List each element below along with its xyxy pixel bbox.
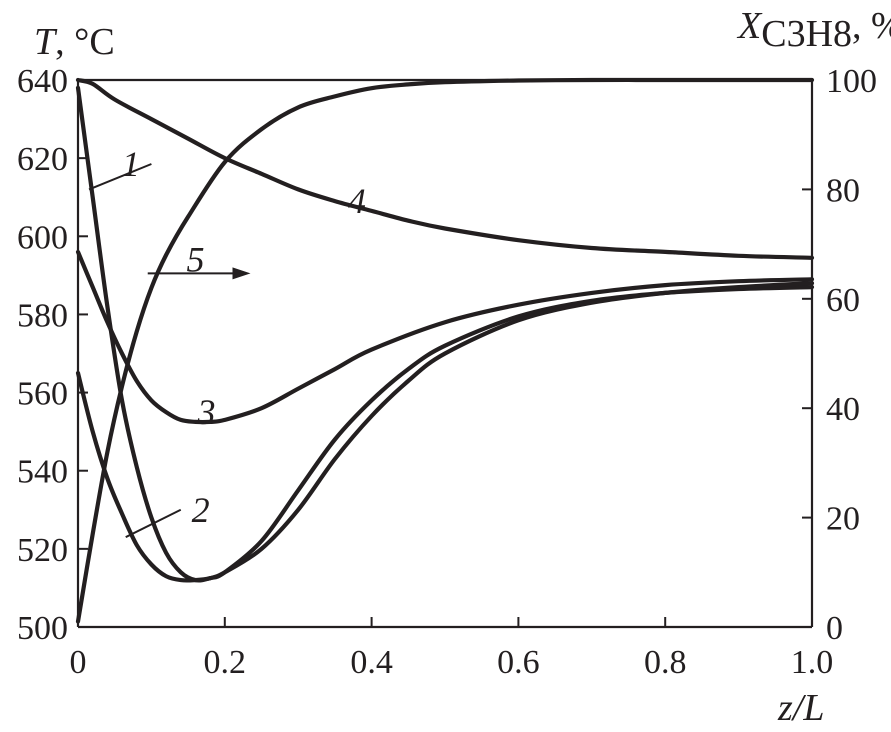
x-tick-label: 1.0 [791,644,834,681]
x-tick-label: 0.6 [497,644,540,681]
label-leader-line [88,163,152,191]
curves [75,77,815,624]
axis-arrow-head [232,267,251,280]
x-tick-label: 0.8 [644,644,687,681]
left-tick-label: 620 [17,141,68,178]
left-tick-label: 600 [17,219,68,256]
x-axis-title: z/L [777,687,824,729]
left-tick-label: 560 [17,376,68,413]
curve-label-3: 3 [196,392,215,432]
curve-2 [75,281,815,583]
right-tick-label: 60 [826,282,860,319]
left-tick-label: 500 [17,610,68,647]
curve-label-5: 5 [186,240,204,280]
label-leader-line [125,508,182,539]
left-tick-label: 540 [17,454,68,491]
curve-1 [75,85,815,583]
left-axis-title: T, °C [34,21,115,63]
right-tick-label: 40 [826,391,860,428]
x-axis-ticks: 0 0.2 0.4 0.6 0.8 1.0 [70,617,834,681]
left-axis-ticks: 500 520 540 560 580 600 620 640 [17,63,88,647]
left-tick-label: 520 [17,532,68,569]
annotations: 1 2 3 4 5 [88,144,366,539]
curve-4 [75,77,815,260]
right-tick-label: 80 [826,172,860,209]
curve-label-1: 1 [122,144,140,184]
x-tick-label: 0.4 [350,644,393,681]
x-tick-label: 0 [70,644,87,681]
x-tick-label: 0.2 [204,644,247,681]
curve-5 [75,77,815,624]
right-tick-label: 20 [826,501,860,538]
left-tick-label: 640 [17,63,68,100]
curve-label-2: 2 [192,490,210,530]
right-tick-label: 0 [826,610,843,647]
left-tick-label: 580 [17,297,68,334]
right-tick-label: 100 [826,63,877,100]
right-axis-ticks: 0 20 40 60 80 100 [802,63,877,647]
right-axis-title: XC3H8, % [736,5,891,55]
curve-label-4: 4 [348,181,366,221]
